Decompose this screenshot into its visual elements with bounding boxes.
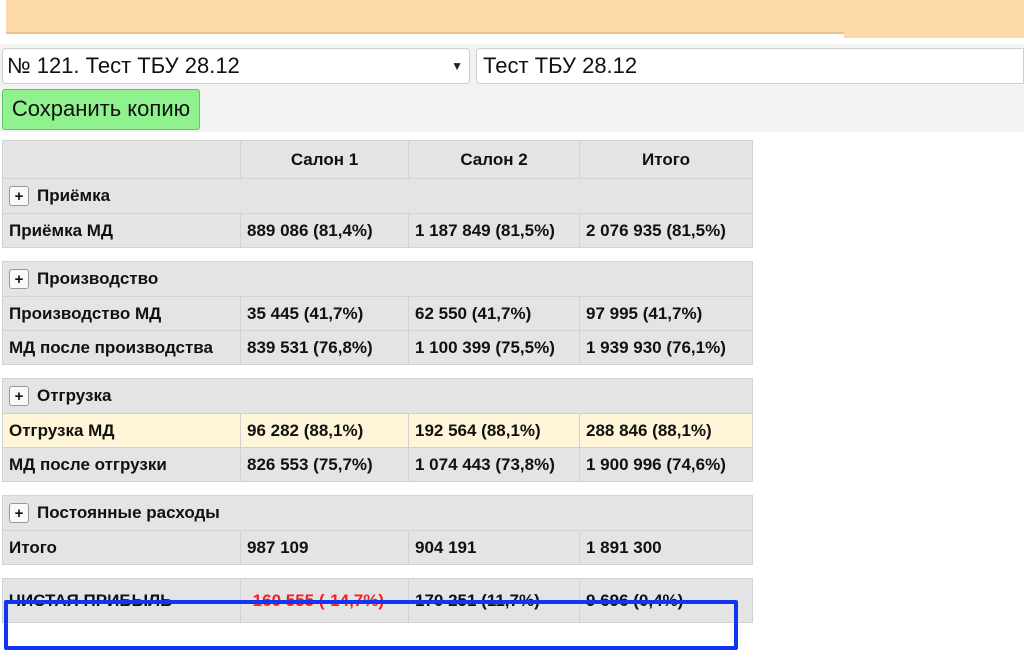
table-header-row: Салон 1 Салон 2 Итого <box>2 140 753 179</box>
table-row-md-after-shipment: МД после отгрузки 826 553 (75,7%) 1 074 … <box>2 447 753 482</box>
report-table: Салон 1 Салон 2 Итого + Приёмка Приёмка М… <box>2 140 753 623</box>
section-reception-label: Приёмка <box>37 185 111 205</box>
section-fixed-costs-label: Постоянные расходы <box>37 502 220 522</box>
spacer-cell <box>2 481 753 496</box>
column-header-label <box>2 140 241 179</box>
column-header-salon-2: Салон 2 <box>408 140 580 179</box>
section-production-label: Производство <box>37 268 159 288</box>
table-spacer <box>2 564 753 579</box>
table-spacer <box>2 364 753 379</box>
table-row-reception-md: Приёмка МД 889 086 (81,4%) 1 187 849 (81… <box>2 213 753 248</box>
cell-salon-1: 987 109 <box>240 530 409 565</box>
cell-salon-1: -160 555 (-14,7%) <box>240 578 409 623</box>
cell-total: 1 891 300 <box>579 530 753 565</box>
row-label: МД после отгрузки <box>2 447 241 482</box>
cell-salon-1: 839 531 (76,8%) <box>240 330 409 365</box>
spacer-cell <box>2 564 753 579</box>
row-label: МД после производства <box>2 330 241 365</box>
row-label: ЧИСТАЯ ПРИБЫЛЬ <box>2 578 241 623</box>
cell-salon-1: 889 086 (81,4%) <box>240 213 409 248</box>
report-select[interactable]: № 121. Тест ТБУ 28.12 ▼ <box>2 48 470 84</box>
top-bar-fill <box>6 0 910 34</box>
cell-salon-2: 904 191 <box>408 530 580 565</box>
spacer-cell <box>2 247 753 262</box>
table-row-md-after-production: МД после производства 839 531 (76,8%) 1 … <box>2 330 753 365</box>
table-row-production-md: Производство МД 35 445 (41,7%) 62 550 (4… <box>2 296 753 331</box>
section-reception-cell: + Приёмка <box>2 178 753 214</box>
expand-fixed-costs-button[interactable]: + <box>9 503 29 524</box>
row-label: Отгрузка МД <box>2 413 241 448</box>
top-bar-right <box>844 0 1024 38</box>
cell-total: 288 846 (88,1%) <box>579 413 753 448</box>
table-row-net-profit: ЧИСТАЯ ПРИБЫЛЬ -160 555 (-14,7%) 170 251… <box>2 578 753 623</box>
section-shipment: + Отгрузка <box>2 378 753 414</box>
column-header-total: Итого <box>579 140 753 179</box>
cell-salon-2: 1 187 849 (81,5%) <box>408 213 580 248</box>
report-select-value: № 121. Тест ТБУ 28.12 <box>7 53 240 78</box>
section-fixed-costs: + Постоянные расходы <box>2 495 753 531</box>
row-label: Приёмка МД <box>2 213 241 248</box>
report-name-input[interactable]: Тест ТБУ 28.12 <box>476 48 1024 84</box>
save-copy-button[interactable]: Сохранить копию <box>2 89 200 130</box>
section-shipment-cell: + Отгрузка <box>2 378 753 414</box>
row-label: Производство МД <box>2 296 241 331</box>
row-label: Итого <box>2 530 241 565</box>
cell-total: 1 900 996 (74,6%) <box>579 447 753 482</box>
expand-production-button[interactable]: + <box>9 269 29 290</box>
table-row-total: Итого 987 109 904 191 1 891 300 <box>2 530 753 565</box>
cell-salon-2: 62 550 (41,7%) <box>408 296 580 331</box>
column-header-salon-1: Салон 1 <box>240 140 409 179</box>
top-bar <box>0 0 1024 38</box>
cell-salon-2: 1 100 399 (75,5%) <box>408 330 580 365</box>
cell-salon-1: 96 282 (88,1%) <box>240 413 409 448</box>
cell-salon-1: 826 553 (75,7%) <box>240 447 409 482</box>
cell-total: 9 696 (0,4%) <box>579 578 753 623</box>
expand-reception-button[interactable]: + <box>9 186 29 207</box>
section-shipment-label: Отгрузка <box>37 385 112 405</box>
table-spacer <box>2 247 753 262</box>
cell-salon-2: 192 564 (88,1%) <box>408 413 580 448</box>
cell-salon-2: 1 074 443 (73,8%) <box>408 447 580 482</box>
section-production: + Производство <box>2 261 753 297</box>
cell-total: 1 939 930 (76,1%) <box>579 330 753 365</box>
cell-salon-2: 170 251 (11,7%) <box>408 578 580 623</box>
spacer-cell <box>2 364 753 379</box>
section-production-cell: + Производство <box>2 261 753 297</box>
cell-total: 97 995 (41,7%) <box>579 296 753 331</box>
section-reception: + Приёмка <box>2 178 753 214</box>
expand-shipment-button[interactable]: + <box>9 386 29 407</box>
chevron-down-icon[interactable]: ▼ <box>451 59 463 73</box>
cell-total: 2 076 935 (81,5%) <box>579 213 753 248</box>
table-spacer <box>2 481 753 496</box>
cell-salon-1: 35 445 (41,7%) <box>240 296 409 331</box>
table-row-shipment-md: Отгрузка МД 96 282 (88,1%) 192 564 (88,1… <box>2 413 753 448</box>
section-fixed-costs-cell: + Постоянные расходы <box>2 495 753 531</box>
